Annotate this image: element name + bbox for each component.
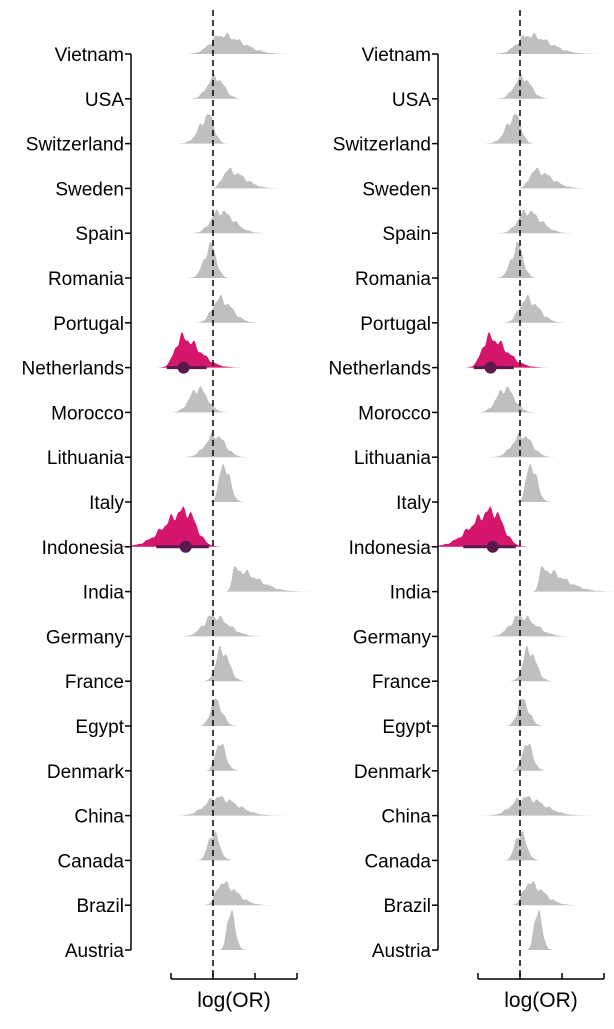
y-tick-label-egypt: Egypt — [382, 717, 431, 738]
density-lithuania — [181, 432, 249, 458]
density-germany — [179, 615, 266, 637]
y-tick-label-italy: Italy — [89, 493, 124, 514]
density-egypt — [198, 698, 239, 726]
y-tick-label-lithuania: Lithuania — [47, 448, 125, 469]
density-switzerland — [177, 114, 228, 144]
y-tick-label-lithuania: Lithuania — [354, 448, 432, 469]
density-indonesia — [114, 506, 222, 547]
density-vietnam — [490, 32, 600, 54]
y-tick-label-vietnam: Vietnam — [362, 45, 431, 66]
panel-left: Vietnam USA Switzerland Sweden Spain Romania P… — [22, 10, 310, 1012]
density-spain — [189, 209, 268, 234]
y-tick-label-romania: Romania — [355, 269, 431, 290]
density-france — [509, 645, 554, 682]
point-estimate-netherlands — [177, 361, 190, 374]
density-brazil — [509, 881, 579, 906]
density-indonesia — [421, 506, 529, 547]
y-tick-label-austria: Austria — [65, 941, 125, 962]
y-tick-label-canada: Canada — [364, 851, 431, 872]
y-tick-label-germany: Germany — [46, 627, 125, 648]
density-italy — [208, 463, 245, 502]
y-tick-label-spain: Spain — [382, 224, 431, 245]
density-france — [202, 645, 247, 682]
y-tick-label-netherlands: Netherlands — [329, 359, 431, 380]
y-tick-label-denmark: Denmark — [47, 762, 125, 783]
density-sweden — [515, 167, 590, 189]
y-tick-label-netherlands: Netherlands — [22, 359, 124, 380]
density-austria — [219, 909, 247, 950]
density-canada — [503, 831, 541, 861]
density-italy — [515, 463, 552, 502]
density-netherlands — [158, 332, 241, 368]
density-lithuania — [488, 432, 556, 458]
density-usa — [494, 73, 552, 99]
density-portugal — [194, 294, 262, 323]
y-tick-label-indonesia: Indonesia — [42, 538, 125, 559]
y-tick-label-usa: USA — [392, 90, 431, 111]
y-tick-label-vietnam: Vietnam — [55, 45, 124, 66]
x-axis-label: log(OR) — [504, 989, 578, 1012]
y-tick-label-usa: USA — [85, 90, 124, 111]
density-egypt — [505, 698, 546, 726]
density-china — [482, 795, 592, 816]
density-morocco — [475, 386, 537, 413]
density-vietnam — [183, 32, 293, 54]
y-tick-label-switzerland: Switzerland — [26, 135, 124, 156]
panel-right: Vietnam USA Switzerland Sweden Spain Romania P… — [329, 10, 614, 1012]
y-tick-label-brazil: Brazil — [76, 896, 124, 917]
density-brazil — [202, 881, 272, 906]
point-estimate-indonesia — [486, 540, 499, 553]
density-india — [532, 565, 614, 592]
y-tick-label-france: France — [65, 672, 124, 693]
y-tick-label-spain: Spain — [75, 224, 124, 245]
y-tick-label-france: France — [372, 672, 431, 693]
y-tick-label-portugal: Portugal — [360, 314, 431, 335]
y-tick-label-china: China — [381, 807, 431, 828]
density-usa — [187, 73, 245, 99]
x-axis-label: log(OR) — [197, 989, 271, 1012]
density-netherlands — [465, 332, 548, 368]
density-china — [175, 795, 285, 816]
density-sweden — [208, 167, 283, 189]
y-tick-label-brazil: Brazil — [383, 896, 431, 917]
density-morocco — [168, 386, 230, 413]
y-tick-label-romania: Romania — [48, 269, 124, 290]
density-spain — [496, 209, 575, 234]
density-switzerland — [484, 114, 535, 144]
density-portugal — [501, 294, 569, 323]
y-tick-label-switzerland: Switzerland — [333, 135, 431, 156]
y-tick-label-italy: Italy — [396, 493, 431, 514]
point-estimate-indonesia — [179, 540, 192, 553]
y-tick-label-india: India — [83, 583, 125, 604]
y-tick-label-morocco: Morocco — [51, 403, 124, 424]
density-denmark — [511, 743, 548, 771]
y-tick-label-germany: Germany — [353, 627, 432, 648]
density-romania — [187, 241, 230, 278]
y-tick-label-portugal: Portugal — [53, 314, 124, 335]
y-tick-label-india: India — [390, 583, 432, 604]
y-tick-label-sweden: Sweden — [55, 179, 124, 200]
density-canada — [196, 831, 234, 861]
density-austria — [526, 909, 554, 950]
y-tick-label-denmark: Denmark — [354, 762, 432, 783]
density-romania — [494, 241, 537, 278]
y-tick-label-sweden: Sweden — [362, 179, 431, 200]
y-tick-label-morocco: Morocco — [358, 403, 431, 424]
y-tick-label-egypt: Egypt — [75, 717, 124, 738]
density-denmark — [204, 743, 241, 771]
y-tick-label-indonesia: Indonesia — [349, 538, 432, 559]
density-india — [225, 565, 310, 592]
y-tick-label-china: China — [74, 807, 124, 828]
density-germany — [486, 615, 573, 637]
y-tick-label-austria: Austria — [372, 941, 432, 962]
y-tick-label-canada: Canada — [57, 851, 124, 872]
point-estimate-netherlands — [484, 361, 497, 374]
